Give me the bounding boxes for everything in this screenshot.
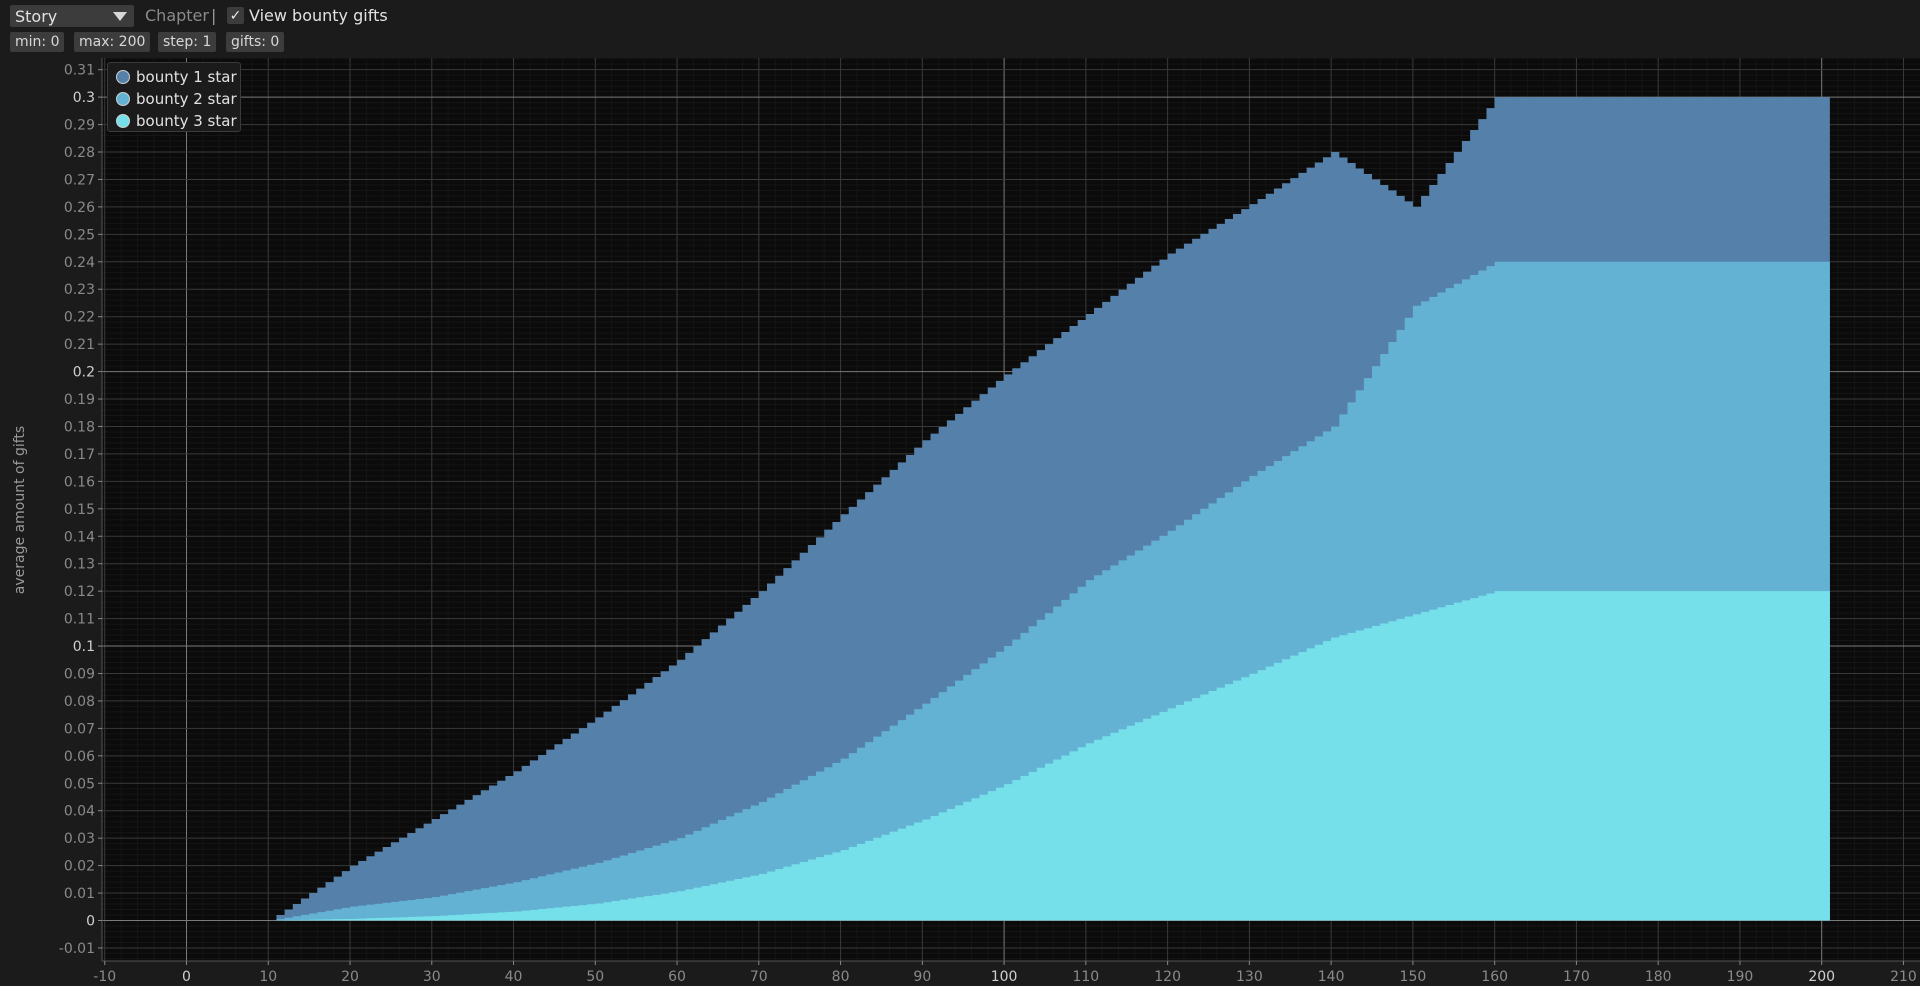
toolbar: Story Chapter | ✓ View bounty gifts min:… [0, 0, 1920, 58]
y-tick-label: 0.03 [64, 831, 95, 847]
x-tick-label: 50 [586, 969, 604, 985]
x-tick-label: 170 [1563, 969, 1590, 985]
y-tick-label: 0.17 [64, 447, 95, 463]
x-tick-label: 30 [423, 969, 441, 985]
checkmark-icon: ✓ [229, 7, 242, 24]
y-tick-label: 0.01 [64, 886, 95, 902]
x-tick-label: 110 [1072, 969, 1099, 985]
y-tick-label: 0.15 [64, 502, 95, 518]
y-tick-label: 0.28 [64, 145, 95, 161]
y-tick-label: 0.25 [64, 227, 95, 243]
y-tick-label: 0.06 [64, 749, 95, 765]
y-tick-label: 0.2 [73, 365, 95, 381]
x-tick-label: 10 [259, 969, 277, 985]
stacked-area-chart[interactable]: -0.01 0 0.01 0.02 0.03 0.04 0.05 0.06 0.07 0.08 0.… [0, 58, 1920, 986]
legend-label-bounty-2-star: bounty 2 star [136, 90, 237, 108]
x-tick-label: 40 [505, 969, 523, 985]
x-tick-label: 210 [1890, 969, 1917, 985]
mode-dropdown[interactable]: Story [10, 5, 134, 27]
y-tick-label: 0.11 [64, 612, 95, 628]
y-tick-label: 0.12 [64, 584, 95, 600]
legend-swatch-bounty-1-star [116, 70, 130, 84]
gifts-chip[interactable]: gifts: 0 [226, 32, 285, 52]
y-tick-label: 0.27 [64, 172, 95, 188]
y-tick-label: 0.18 [64, 419, 95, 435]
y-tick-label: 0.04 [64, 804, 95, 820]
y-tick-label: 0.09 [64, 666, 95, 682]
x-tick-label: 100 [991, 969, 1018, 985]
chapter-label[interactable]: Chapter [145, 6, 209, 25]
x-tick-label: -10 [93, 969, 116, 985]
y-tick-label: 0.24 [64, 255, 95, 271]
y-tick-label: 0.29 [64, 118, 95, 134]
x-tick-label: 60 [668, 969, 686, 985]
view-bounty-gifts-checkbox[interactable]: ✓ [227, 7, 244, 24]
x-tick-label: 70 [750, 969, 768, 985]
y-tick-label: 0.21 [64, 337, 95, 353]
y-tick-label: 0.23 [64, 282, 95, 298]
legend-item-bounty-2-star[interactable]: bounty 2 star [108, 88, 240, 110]
mode-dropdown-value: Story [15, 6, 58, 26]
view-bounty-gifts-label[interactable]: View bounty gifts [249, 6, 388, 25]
min-chip[interactable]: min: 0 [10, 32, 65, 52]
y-tick-label: 0.19 [64, 392, 95, 408]
legend-swatch-bounty-2-star [116, 92, 130, 106]
y-tick-label: 0.02 [64, 859, 95, 875]
y-tick-label: 0.26 [64, 200, 95, 216]
y-tick-label: 0.22 [64, 310, 95, 326]
x-tick-label: 20 [341, 969, 359, 985]
legend-item-bounty-1-star[interactable]: bounty 1 star [108, 66, 240, 88]
y-tick-label: -0.01 [59, 941, 95, 957]
y-tick-label: 0.08 [64, 694, 95, 710]
x-tick-label: 200 [1808, 969, 1835, 985]
x-tick-label: 0 [182, 969, 191, 985]
y-tick-label: 0.3 [73, 90, 95, 106]
max-chip[interactable]: max: 200 [74, 32, 151, 52]
y-tick-label: 0.1 [73, 639, 95, 655]
x-tick-label: 150 [1400, 969, 1427, 985]
x-tick-label: 180 [1645, 969, 1672, 985]
legend-label-bounty-3-star: bounty 3 star [136, 112, 237, 130]
x-tick-label: 80 [832, 969, 850, 985]
y-tick-label: 0.07 [64, 721, 95, 737]
y-tick-label: 0.31 [64, 63, 95, 79]
x-tick-label: 90 [913, 969, 931, 985]
step-chip[interactable]: step: 1 [158, 32, 217, 52]
legend-label-bounty-1-star: bounty 1 star [136, 68, 237, 86]
y-tick-label: 0.16 [64, 474, 95, 490]
y-tick-label: 0.13 [64, 557, 95, 573]
y-tick-label: 0.14 [64, 529, 95, 545]
x-tick-label: 130 [1236, 969, 1263, 985]
y-tick-label: 0.05 [64, 776, 95, 792]
x-tick-label: 190 [1727, 969, 1754, 985]
legend: bounty 1 star bounty 2 star bounty 3 sta… [107, 62, 241, 132]
y-tick-label: 0 [86, 914, 95, 930]
toolbar-separator: | [211, 6, 217, 25]
chevron-down-icon [113, 12, 127, 21]
x-tick-label: 120 [1154, 969, 1181, 985]
legend-item-bounty-3-star[interactable]: bounty 3 star [108, 110, 240, 132]
legend-swatch-bounty-3-star [116, 114, 130, 128]
x-tick-label: 160 [1481, 969, 1508, 985]
area-bounty-3-star [268, 591, 1830, 921]
x-tick-label: 140 [1318, 969, 1345, 985]
